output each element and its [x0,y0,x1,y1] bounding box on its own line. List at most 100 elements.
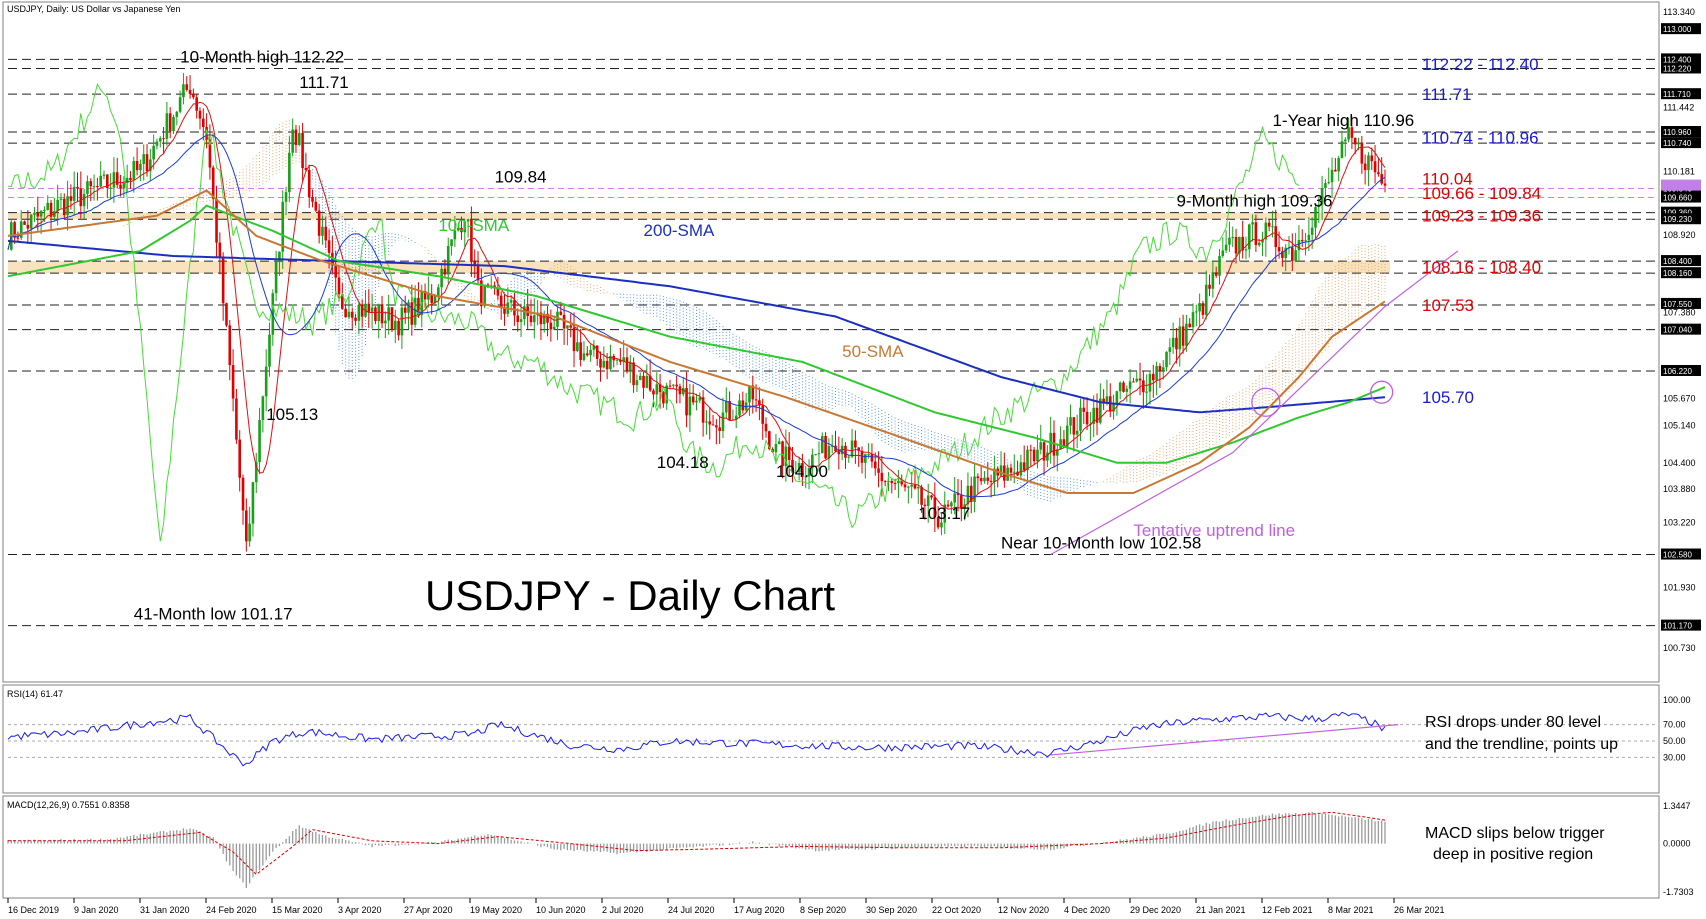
candle-body [1228,237,1231,245]
candle-body [516,315,520,322]
candle-body [129,177,132,181]
candle-body [155,141,159,146]
candle-body [638,375,642,381]
candle-body [850,440,854,457]
candle-body [211,167,215,199]
candle-body [754,399,758,401]
candle-body [82,193,86,207]
candle-body [231,365,235,399]
date-label-2: 31 Jan 2020 [140,905,190,915]
candle-body [916,487,920,489]
candle-body [576,342,579,352]
candle-body [1079,407,1082,431]
candle-body [956,493,960,496]
date-label-12: 8 Sep 2020 [800,905,846,915]
rsi-note-0: RSI drops under 80 level [1425,714,1601,731]
candle-body [314,201,318,211]
price-tick-28: 100.730 [1663,643,1696,653]
candle-body [433,295,437,303]
annotation-0: 10-Month high 112.22 [180,47,344,66]
date-label-5: 3 Apr 2020 [338,905,382,915]
price-tag-27: 101.170 [1663,622,1692,631]
candle-body [758,400,761,406]
chikou-line [7,83,1300,542]
level-label-red-1: 109.66 - 109.84 [1422,184,1541,203]
candle-body [940,522,943,528]
candle-body [903,484,907,488]
candle-body [1247,224,1251,250]
candle-body [254,462,258,483]
price-tag-bg [1661,364,1701,376]
candle-body [1211,272,1215,289]
candle-body [1026,449,1029,471]
candle-body [208,139,212,168]
candle-body [49,202,53,217]
candle-body [685,388,688,416]
candle-body [1300,239,1304,242]
candle-body [913,484,917,489]
candle-body [897,480,900,484]
candle-body [900,480,904,485]
candle-body [1353,137,1357,145]
date-label-4: 15 Mar 2020 [272,905,323,915]
candle-body [175,111,179,117]
candle-body [973,476,976,502]
candle-body [410,302,414,325]
candle-body [1178,326,1182,350]
candle-body [1128,381,1132,389]
date-label-9: 2 Jul 2020 [602,905,644,915]
candle-body [787,446,791,460]
candle-body [291,129,294,153]
candle-body [278,251,281,261]
price-tick-26: 101.930 [1663,582,1696,592]
level-label-blue-3: 105.70 [1422,388,1474,407]
candle-body [168,113,172,132]
price-tag-bg [1661,213,1701,225]
candle-body [801,463,804,477]
date-label-14: 22 Oct 2020 [932,905,981,915]
candle-body [238,439,242,478]
candle-body [1188,323,1192,328]
candle-body [46,202,50,210]
candle-body [864,454,867,463]
rsi-line [7,711,1386,767]
candle-body [1373,161,1377,173]
macd-signal-line [8,811,1386,876]
candle-body [1198,303,1201,312]
candle-body [178,97,182,112]
price-tag-bg [1661,267,1701,279]
main-header: USDJPY, Daily: US Dollar vs Japanese Yen [7,4,180,14]
date-label-21: 26 Mar 2021 [1394,905,1445,915]
candle-body [1324,183,1327,188]
candle-body [619,359,622,362]
candle-body [794,472,798,474]
candle-body [437,287,440,296]
candle-body [1145,391,1148,393]
annotation-2: 109.84 [495,167,547,186]
candle-body [1168,347,1172,352]
candle-body [1138,378,1142,381]
candle-body [301,133,304,168]
candle-body [72,186,76,201]
rsi-note-1: and the trendline, points up [1425,736,1618,753]
uptrend-line [1050,250,1459,556]
candle-body [36,212,40,217]
candle-body [566,325,569,329]
candle-body [23,221,26,225]
candle-body [294,129,298,146]
level-label-red-4: 107.53 [1422,296,1474,315]
candle-body [251,482,255,524]
candle-body [43,209,46,211]
candle-body [264,366,268,397]
candle-body [943,504,947,523]
candle-body [407,302,410,313]
candle-body [26,224,30,229]
candle-body [811,454,814,469]
candle-body [215,198,218,243]
price-tag-19: 106.220 [1663,367,1692,376]
price-tag-3: 112.220 [1663,64,1692,73]
candle-body [248,523,251,542]
candle-body [192,93,195,98]
candle-body [460,227,463,233]
candle-body [66,196,69,216]
